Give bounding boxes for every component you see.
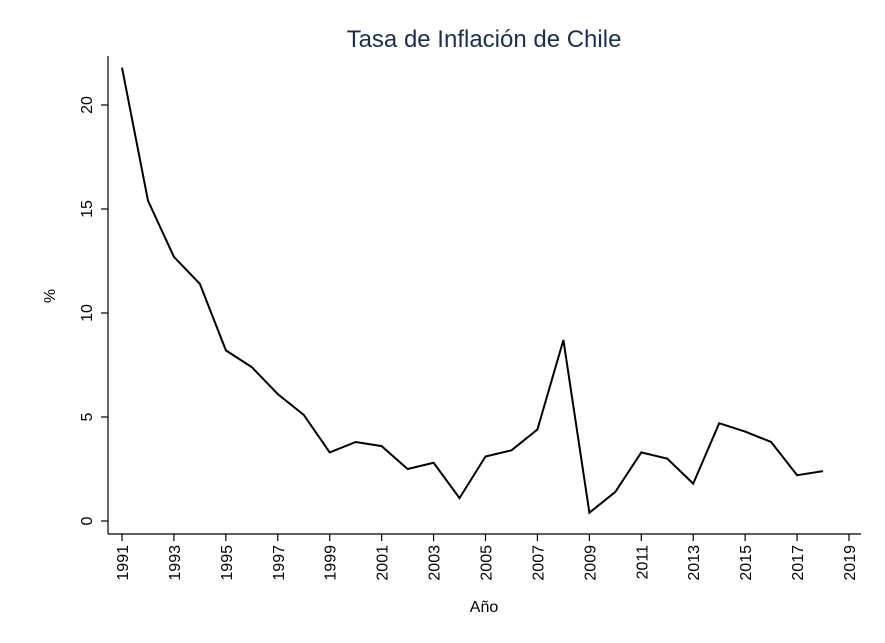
y-tick-label: 20 — [79, 96, 96, 114]
x-tick-label: 2005 — [479, 545, 496, 581]
series-line-0 — [121, 67, 824, 515]
x-tick-label: 1997 — [271, 545, 288, 581]
y-axis-label: % — [42, 289, 59, 303]
x-tick-label: 2009 — [582, 545, 599, 581]
x-tick-label: 1999 — [323, 545, 340, 581]
x-tick-label: 2019 — [842, 545, 859, 581]
y-tick-label: 5 — [79, 412, 96, 421]
series-group — [121, 67, 824, 515]
y-tick-label: 10 — [79, 304, 96, 322]
x-tick-label: 1993 — [167, 545, 184, 581]
x-tick-label: 2007 — [530, 545, 547, 581]
y-tick-label: 15 — [79, 200, 96, 218]
y-tick-label: 0 — [79, 516, 96, 525]
x-tick-label: 2015 — [738, 545, 755, 581]
x-tick-label: 2001 — [375, 545, 392, 581]
x-tick-label: 1991 — [115, 545, 132, 581]
axes — [107, 56, 861, 535]
x-tick-label: 1995 — [219, 545, 236, 581]
x-tick-label: 2011 — [634, 545, 651, 580]
x-tick-label: 2003 — [427, 545, 444, 581]
chart-title: Tasa de Inflación de Chile — [347, 26, 622, 53]
x-tick-label: 2013 — [686, 545, 703, 581]
x-axis-label: Año — [470, 599, 499, 616]
x-ticks: 1991 1993 1995 1997 1999 2001 2003 2005 2007 2009… — [115, 534, 859, 581]
y-ticks: 0 5 10 15 20 — [79, 96, 108, 525]
x-tick-label: 2017 — [790, 545, 807, 581]
